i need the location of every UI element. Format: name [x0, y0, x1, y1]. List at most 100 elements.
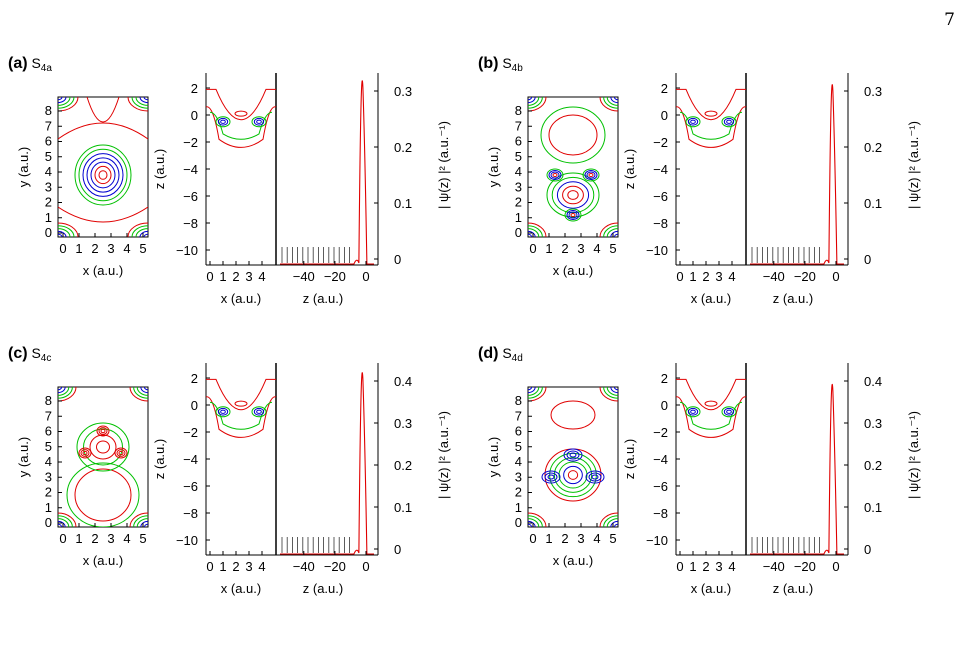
xz-x-tick-label: 0	[206, 269, 213, 284]
xz-y-tick-label: −2	[653, 135, 668, 150]
contour-line	[234, 400, 248, 407]
contour-line	[220, 409, 226, 414]
contour-line	[528, 230, 536, 237]
structure-symbol: S	[498, 55, 512, 71]
xy-x-tick-label: 3	[107, 241, 114, 256]
xy-frame	[57, 386, 149, 528]
contour-line	[613, 97, 618, 101]
xz-y-tick-label: −2	[653, 425, 668, 440]
contour-line	[58, 206, 148, 223]
xy-y-tick-label: 0	[45, 225, 52, 240]
xz-contour-plot: 0 1 2 3 420−2−4−6−8−10x (a.u.)z (a.u.)	[622, 73, 747, 306]
xy-x-tick-label: 0	[59, 531, 66, 546]
xy-frame	[527, 386, 619, 528]
contour-line	[136, 387, 148, 396]
contour-line	[206, 378, 276, 410]
z-tick-label: −20	[794, 269, 816, 284]
contour-line	[606, 387, 618, 396]
contour-line	[585, 470, 605, 484]
contour-line	[96, 440, 110, 454]
xy-x-tick-label: 5	[139, 531, 146, 546]
xy-x-tick-label: 5	[139, 241, 146, 256]
contour-line	[687, 407, 699, 416]
xz-x-axis-label: x (a.u.)	[221, 581, 261, 596]
xz-y-tick-label: −8	[653, 216, 668, 231]
xz-y-tick-label: −8	[653, 506, 668, 521]
density-plot: −40 −20 0 0 0.1 0.2 0.3 z (a.u.) | ψ(z) |² (a.u.…	[746, 73, 921, 306]
density-curve	[750, 84, 844, 265]
contour-line	[562, 185, 584, 205]
contour-line	[139, 230, 148, 237]
xz-contour-plot: 0 1 2 3 420−2−4−6−8−10x (a.u.)z (a.u.)	[152, 73, 277, 306]
z-tick-label: −40	[763, 559, 785, 574]
contour-line	[591, 474, 599, 480]
contour-line	[143, 233, 148, 237]
contour-line	[606, 97, 618, 106]
xz-y-tick-label: −10	[646, 533, 668, 548]
xy-contours	[528, 97, 618, 237]
contour-line	[58, 97, 63, 101]
contour-line	[82, 153, 124, 197]
xz-x-tick-label: 0	[206, 559, 213, 574]
psi-tick-label: 0.2	[394, 458, 412, 473]
contour-line	[86, 157, 120, 193]
psi-tick-label: 0	[394, 252, 401, 267]
contour-line	[675, 396, 747, 438]
contour-line	[58, 520, 66, 527]
contour-line	[528, 520, 536, 527]
contour-line	[139, 97, 148, 104]
xz-y-tick-label: −8	[183, 216, 198, 231]
xz-x-tick-label: 1	[219, 559, 226, 574]
xy-y-axis-label: y (a.u.)	[486, 437, 501, 477]
z-tick-label: −20	[324, 269, 346, 284]
contour-line	[723, 407, 735, 416]
psi-tick-label: 0.4	[864, 374, 882, 389]
structure-subscript: 4c	[40, 353, 52, 364]
xy-x-tick-label: 1	[545, 241, 552, 256]
z-tick-label: −40	[293, 559, 315, 574]
xz-y-tick-label: −2	[183, 425, 198, 440]
psi-axis-label: | ψ(z) |² (a.u.⁻¹)	[906, 411, 921, 499]
xy-y-tick-label: 3	[45, 179, 52, 194]
xz-y-tick-label: 0	[191, 108, 198, 123]
psi-tick-label: 0	[864, 252, 871, 267]
z-tick-label: −20	[794, 559, 816, 574]
psi-tick-label: 0.2	[394, 140, 412, 155]
xy-y-tick-label: 2	[45, 485, 52, 500]
contour-line	[546, 168, 564, 182]
xz-x-tick-label: 2	[702, 269, 709, 284]
xy-y-tick-label: 4	[515, 164, 522, 179]
xy-x-tick-label: 4	[593, 241, 600, 256]
xy-y-tick-label: 0	[45, 515, 52, 530]
panel-label: (b) S4b	[478, 55, 523, 74]
xy-y-tick-label: 4	[515, 454, 522, 469]
xy-y-tick-label: 5	[45, 439, 52, 454]
xy-y-tick-label: 5	[45, 149, 52, 164]
structure-subscript: 4a	[40, 63, 52, 74]
xz-x-tick-label: 1	[219, 269, 226, 284]
xz-y-tick-label: 2	[661, 81, 668, 96]
contour-line	[209, 111, 273, 140]
psi-axis-label: | ψ(z) |² (a.u.⁻¹)	[906, 121, 921, 209]
xy-contours	[528, 387, 618, 527]
contour-line	[551, 176, 595, 214]
contour-line	[726, 119, 732, 124]
xy-y-tick-label: 2	[515, 195, 522, 210]
xz-y-tick-label: −2	[183, 135, 198, 150]
xz-x-tick-label: 0	[676, 269, 683, 284]
contour-line	[58, 523, 63, 527]
xz-y-tick-label: −6	[183, 479, 198, 494]
density-plot: −40 −20 0 0 0.1 0.2 0.3 z (a.u.) | ψ(z) |² (a.u.…	[276, 73, 451, 306]
density-curve	[750, 384, 844, 555]
contour-line	[603, 387, 618, 399]
contour-line	[89, 434, 117, 460]
xz-y-tick-label: 2	[191, 371, 198, 386]
contour-line	[215, 116, 231, 128]
psi-tick-label: 0.4	[394, 374, 412, 389]
xy-y-tick-label: 8	[45, 393, 52, 408]
xy-y-tick-label: 8	[515, 103, 522, 118]
contour-line	[610, 97, 618, 104]
